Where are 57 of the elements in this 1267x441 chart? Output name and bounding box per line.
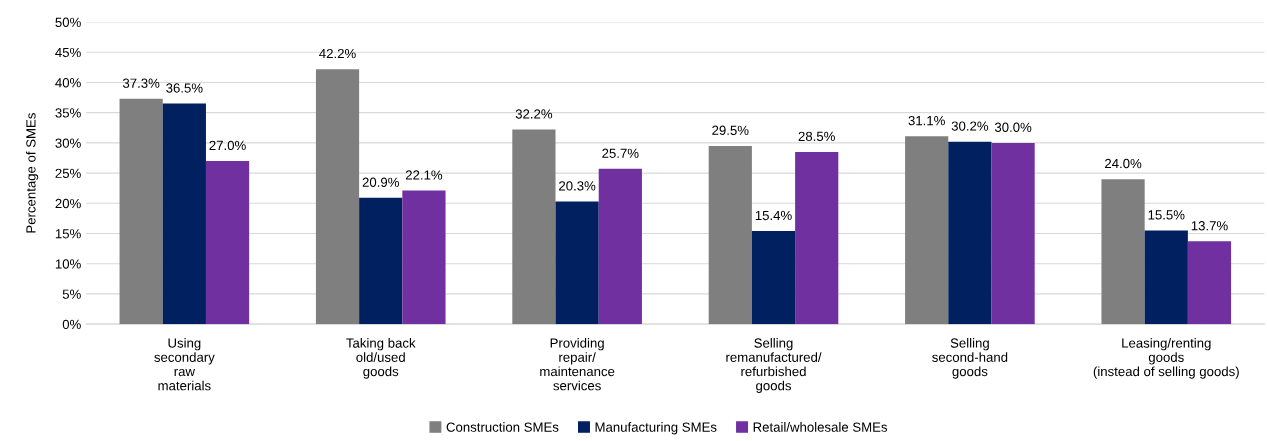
data-label: 42.2% bbox=[319, 48, 356, 59]
bar bbox=[708, 145, 752, 325]
bar bbox=[119, 98, 163, 325]
bar bbox=[1101, 179, 1145, 325]
bar bbox=[555, 201, 599, 325]
y-tick-label: 10% bbox=[55, 259, 81, 269]
x-tick-label: Selling second-hand goods bbox=[932, 338, 1008, 379]
y-tick-label: 5% bbox=[62, 289, 81, 299]
bar bbox=[598, 168, 642, 325]
data-label: 31.1% bbox=[908, 115, 945, 126]
y-tick-label: 20% bbox=[55, 198, 81, 209]
data-label: 22.1% bbox=[405, 170, 443, 180]
y-tick-label: 25% bbox=[55, 168, 81, 178]
data-label: 15.5% bbox=[1148, 210, 1185, 220]
bar bbox=[315, 69, 360, 325]
bar bbox=[402, 190, 446, 325]
bar bbox=[205, 161, 250, 325]
data-label: 24.0% bbox=[1105, 158, 1142, 169]
bar bbox=[162, 103, 206, 325]
bar bbox=[512, 129, 556, 325]
y-tick-label: 45% bbox=[55, 47, 81, 58]
bar bbox=[1187, 241, 1232, 325]
x-tick-label: Providing repair/ maintenance services bbox=[540, 338, 615, 391]
legend-label: Construction SMEs bbox=[446, 422, 559, 432]
bar bbox=[948, 141, 992, 325]
data-label: 29.5% bbox=[712, 125, 749, 135]
data-label: 27.0% bbox=[209, 140, 246, 151]
y-tick-label: 50% bbox=[55, 17, 81, 27]
data-label: 30.0% bbox=[994, 122, 1032, 132]
data-label: 25.7% bbox=[602, 148, 639, 158]
y-tick-label: 15% bbox=[55, 229, 81, 239]
bar bbox=[795, 151, 839, 325]
y-tick-label: 35% bbox=[55, 108, 81, 118]
data-label: 15.4% bbox=[755, 210, 792, 221]
data-label: 36.5% bbox=[166, 83, 203, 93]
y-tick-label: 40% bbox=[55, 78, 81, 88]
data-label: 32.2% bbox=[515, 109, 553, 119]
x-tick-label: Leasing/renting goods (instead of selling goods) bbox=[1093, 338, 1239, 379]
data-label: 37.3% bbox=[122, 78, 160, 88]
bar bbox=[751, 231, 796, 325]
bar bbox=[991, 142, 1035, 325]
data-label: 13.7% bbox=[1191, 221, 1228, 231]
y-axis-title: Percentage of SMEs bbox=[25, 113, 39, 233]
legend-label: Manufacturing SMEs bbox=[595, 422, 717, 435]
x-tick-label: Using secondary raw materials bbox=[154, 338, 215, 391]
y-tick-label: 0% bbox=[62, 319, 81, 330]
data-label: 20.9% bbox=[362, 177, 399, 187]
bar bbox=[905, 136, 949, 325]
y-tick-label: 30% bbox=[55, 138, 81, 148]
data-label: 30.2% bbox=[951, 121, 989, 131]
data-label: 20.3% bbox=[559, 181, 596, 191]
legend-label: Retail/wholesale SMEs bbox=[753, 422, 888, 432]
x-tick-label: Taking back old/used goods bbox=[346, 338, 416, 379]
data-label: 28.5% bbox=[798, 131, 835, 142]
bar bbox=[359, 197, 403, 325]
x-tick-label: Selling remanufactured/ refurbished goods bbox=[726, 338, 822, 393]
bar bbox=[1144, 230, 1188, 325]
